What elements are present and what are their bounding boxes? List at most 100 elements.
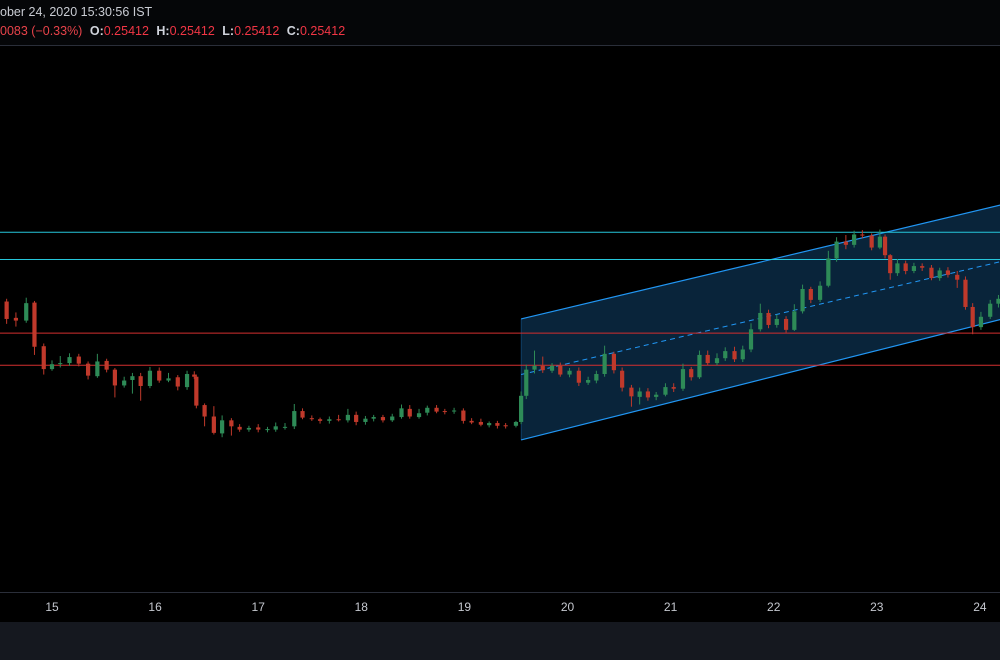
- candle-body: [184, 374, 190, 388]
- candle-body: [732, 351, 737, 360]
- candle: [67, 353, 72, 366]
- candle: [680, 363, 686, 391]
- candle: [602, 345, 607, 377]
- candle-body: [903, 263, 908, 271]
- candle: [988, 299, 993, 319]
- candle: [714, 353, 720, 366]
- candle: [104, 358, 109, 373]
- candle: [697, 350, 702, 379]
- candle: [929, 265, 934, 281]
- candle: [869, 233, 874, 251]
- x-tick-label: 16: [148, 600, 162, 614]
- candle-body: [748, 329, 754, 350]
- candle: [442, 408, 447, 415]
- candle: [808, 286, 813, 304]
- candle-body: [945, 270, 951, 275]
- candle: [354, 411, 359, 426]
- candle: [147, 366, 153, 389]
- channel-lower-line[interactable]: [520, 318, 1000, 441]
- candle-body: [549, 365, 555, 371]
- candle: [4, 298, 9, 324]
- candle-body: [843, 241, 848, 245]
- candle: [495, 420, 500, 429]
- candle: [503, 423, 508, 429]
- candle: [817, 281, 823, 303]
- candle-body: [95, 361, 100, 377]
- candle-body: [451, 410, 457, 412]
- candle: [637, 387, 642, 405]
- candle: [843, 235, 848, 250]
- candle-body: [317, 419, 323, 421]
- high-label: H:: [156, 24, 170, 38]
- candle-body: [265, 429, 270, 431]
- candle-body: [354, 414, 359, 422]
- candle: [792, 304, 797, 331]
- candle-body: [469, 420, 474, 423]
- candle-body: [834, 241, 839, 259]
- candle-body: [888, 255, 893, 274]
- candle: [996, 294, 1000, 308]
- x-tick-label: 18: [355, 600, 369, 614]
- candle: [524, 364, 529, 400]
- candle: [256, 424, 261, 433]
- candle: [834, 237, 839, 262]
- candle-body: [532, 365, 537, 370]
- candle-body: [576, 370, 581, 383]
- candle: [380, 414, 386, 423]
- candle: [246, 425, 252, 432]
- close-label: C:: [286, 24, 300, 38]
- ohlc-readout: 0083 (−0.33%) O:0.25412 H:0.25412 L:0.25…: [0, 24, 345, 38]
- candle-body: [800, 288, 805, 312]
- candle-body: [963, 279, 968, 307]
- candle: [740, 345, 745, 363]
- candle: [955, 270, 960, 288]
- candle-body: [478, 421, 483, 425]
- candle: [390, 413, 395, 422]
- candle-body: [495, 423, 500, 426]
- candle-body: [937, 270, 942, 279]
- candle: [945, 267, 951, 278]
- candle: [292, 403, 297, 430]
- candle: [654, 391, 659, 401]
- candle-body: [345, 414, 350, 421]
- candle: [882, 234, 888, 259]
- candle-body: [792, 311, 797, 330]
- legend-header: ober 24, 2020 15:30:56 IST 0083 (−0.33%)…: [0, 0, 1000, 46]
- candle-body: [920, 266, 925, 268]
- candle-body: [882, 236, 888, 256]
- candle: [317, 417, 323, 424]
- candle: [895, 259, 900, 276]
- candle-body: [32, 302, 37, 347]
- horizontal-levels[interactable]: [0, 231, 1000, 366]
- candle-body: [540, 365, 545, 371]
- candle-body: [637, 391, 642, 397]
- candle-body: [654, 394, 659, 397]
- candle: [194, 374, 199, 409]
- x-axis: 15 16 17 18 19 20 21 22 23 24: [45, 600, 987, 614]
- candle: [265, 426, 270, 433]
- candle: [826, 250, 831, 288]
- candle-body: [4, 301, 9, 319]
- candle: [336, 414, 341, 422]
- candle-body: [175, 377, 180, 387]
- candle-body: [157, 370, 162, 381]
- candle: [963, 276, 968, 310]
- candle: [671, 383, 676, 392]
- candle-body: [13, 317, 19, 321]
- candle: [300, 408, 305, 420]
- candle: [211, 406, 216, 435]
- candle: [732, 346, 737, 363]
- candle: [748, 323, 754, 353]
- candle: [130, 372, 135, 394]
- x-tick-label: 23: [870, 600, 884, 614]
- candle-body: [487, 423, 492, 426]
- candle: [273, 422, 278, 432]
- candle-body: [194, 376, 199, 406]
- channel-upper-line[interactable]: [520, 204, 1000, 320]
- bottom-toolbar: [0, 622, 1000, 660]
- candle-body: [602, 353, 607, 374]
- candle: [877, 229, 882, 250]
- candle-body: [645, 391, 651, 398]
- candle: [758, 303, 763, 332]
